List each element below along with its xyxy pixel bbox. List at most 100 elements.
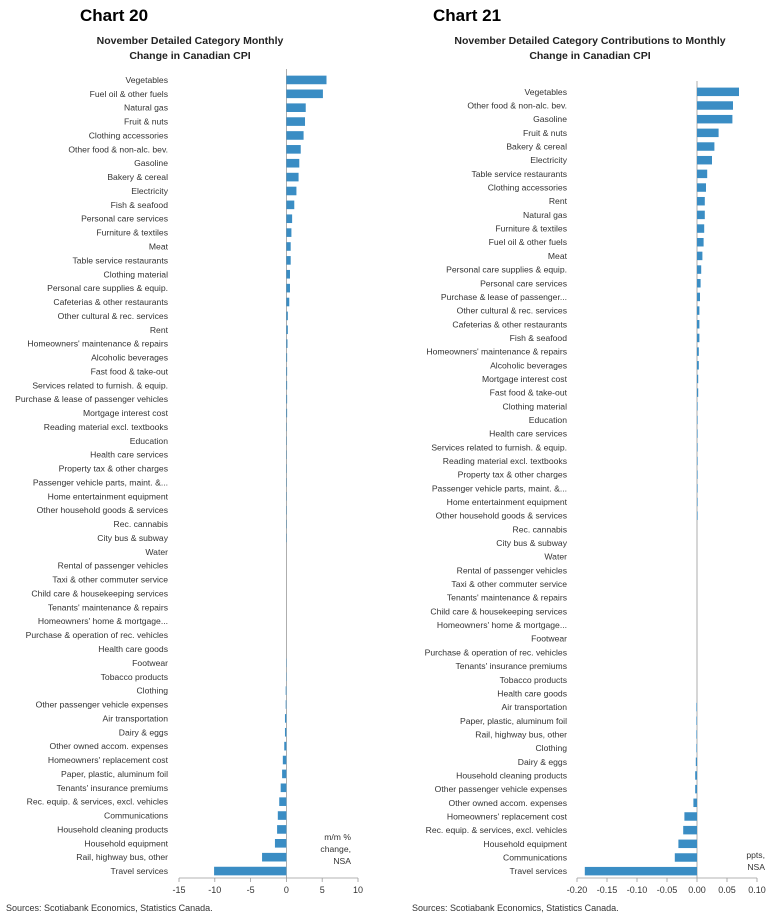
bar — [697, 497, 698, 507]
bar — [697, 470, 698, 479]
category-label: Passenger vehicle parts, maint. &... — [432, 483, 567, 493]
x-tick-label: -10 — [208, 885, 221, 895]
category-label: Meat — [149, 241, 169, 251]
bar — [697, 429, 698, 438]
category-label: Reading material excl. textbooks — [443, 456, 567, 466]
category-label: Other passenger vehicle expenses — [435, 784, 567, 794]
category-label: Other owned accom. expenses — [50, 741, 168, 751]
bar — [286, 339, 288, 348]
chart-21-title-line2: Change in Canadian CPI — [529, 50, 651, 62]
bar — [695, 757, 697, 767]
x-tick-label: 0.05 — [718, 885, 736, 895]
category-label: Cafeterias & other restaurants — [53, 297, 168, 307]
category-label: Dairy & eggs — [518, 757, 567, 767]
bar — [696, 716, 697, 726]
bar — [286, 214, 293, 224]
category-label: Paper, plastic, aluminum foil — [61, 769, 168, 779]
category-label: Household equipment — [84, 838, 168, 848]
category-label: Services related to furnish. & equip. — [32, 380, 168, 390]
category-label: Travel services — [510, 866, 567, 876]
x-tick-label: 10 — [353, 885, 363, 895]
bar — [286, 256, 291, 265]
bar — [697, 484, 698, 493]
category-label: Dairy & eggs — [119, 727, 168, 737]
bar — [696, 730, 697, 739]
bar — [678, 839, 697, 849]
unit-note: NSA — [333, 856, 351, 866]
bar — [697, 210, 705, 220]
category-label: Passenger vehicle parts, maint. &... — [33, 477, 168, 487]
category-label: Bakery & cereal — [506, 142, 567, 152]
bar — [695, 784, 697, 794]
bar — [697, 361, 699, 370]
category-label: Air transportation — [103, 713, 169, 723]
bar — [697, 279, 701, 288]
category-label: Tobacco products — [500, 675, 567, 685]
bar — [695, 771, 697, 780]
bar — [286, 200, 295, 210]
category-label: City bus & subway — [97, 533, 168, 543]
category-label: Rail, highway bus, other — [76, 852, 168, 862]
bar — [284, 714, 287, 723]
category-label: Homeowners' home & mortgage... — [437, 620, 567, 630]
category-label: Gasoline — [533, 114, 567, 124]
chart-21-title-line1: November Detailed Category Contributions… — [454, 35, 726, 47]
x-tick-label: -0.15 — [597, 885, 618, 895]
x-tick-label: -0.10 — [627, 885, 648, 895]
chart-20-title: November Detailed Category Monthly Chang… — [40, 34, 340, 64]
category-label: Tobacco products — [101, 672, 168, 682]
bar — [697, 511, 698, 520]
category-label: Homeowners' replacement cost — [48, 755, 169, 765]
category-label: Air transportation — [502, 702, 568, 712]
bar — [697, 169, 708, 179]
category-label: Taxi & other commuter service — [52, 575, 168, 585]
category-label: Rec. equip. & services, excl. vehicles — [426, 825, 567, 835]
category-label: Reading material excl. textbooks — [44, 422, 168, 432]
bar — [286, 367, 288, 376]
bar — [277, 825, 287, 834]
category-label: Homeowners' maintenance & repairs — [27, 339, 168, 349]
category-label: Cafeterias & other restaurants — [452, 319, 567, 329]
category-label: Health care services — [90, 450, 168, 460]
unit-note: ppts, — [746, 850, 765, 860]
category-label: Rec. cannabis — [114, 519, 168, 529]
category-label: Services related to furnish. & equip. — [431, 442, 567, 452]
category-label: Other cultural & rec. services — [457, 306, 567, 316]
chart-20-title-line2: Change in Canadian CPI — [129, 50, 251, 62]
bar — [286, 158, 300, 168]
bar — [282, 769, 287, 779]
unit-note: change, — [320, 844, 351, 854]
bar — [286, 394, 288, 404]
bar — [284, 727, 287, 737]
category-label: Rent — [549, 196, 568, 206]
category-label: Mortgage interest cost — [482, 374, 568, 384]
category-label: Clothing — [535, 743, 567, 753]
bar — [286, 117, 306, 126]
category-label: Electricity — [131, 186, 168, 196]
bar — [697, 196, 705, 206]
category-label: Communications — [503, 852, 567, 862]
category-label: Rec. cannabis — [513, 524, 567, 534]
category-label: Other household goods & services — [37, 505, 168, 515]
bar — [285, 686, 287, 695]
category-label: Tenants' insurance premiums — [57, 783, 169, 793]
bar — [697, 320, 700, 329]
x-tick-label: -5 — [247, 885, 255, 895]
category-label: Communications — [104, 811, 168, 821]
category-label: Tenants' insurance premiums — [456, 661, 568, 671]
bar — [697, 224, 705, 233]
category-label: Rental of passenger vehicles — [58, 561, 168, 571]
bar — [697, 306, 700, 315]
bar — [286, 380, 288, 390]
bar — [286, 103, 306, 113]
bar — [696, 743, 697, 753]
category-label: Property tax & other charges — [59, 464, 168, 474]
bar — [280, 783, 287, 793]
bar — [697, 443, 698, 452]
category-label: Health care goods — [497, 688, 567, 698]
category-label: Fish & seafood — [111, 200, 169, 210]
bar — [282, 755, 287, 765]
category-label: Other food & non-alc. bev. — [68, 144, 168, 154]
chart-21-title: November Detailed Category Contributions… — [410, 34, 770, 64]
bar — [697, 237, 704, 247]
